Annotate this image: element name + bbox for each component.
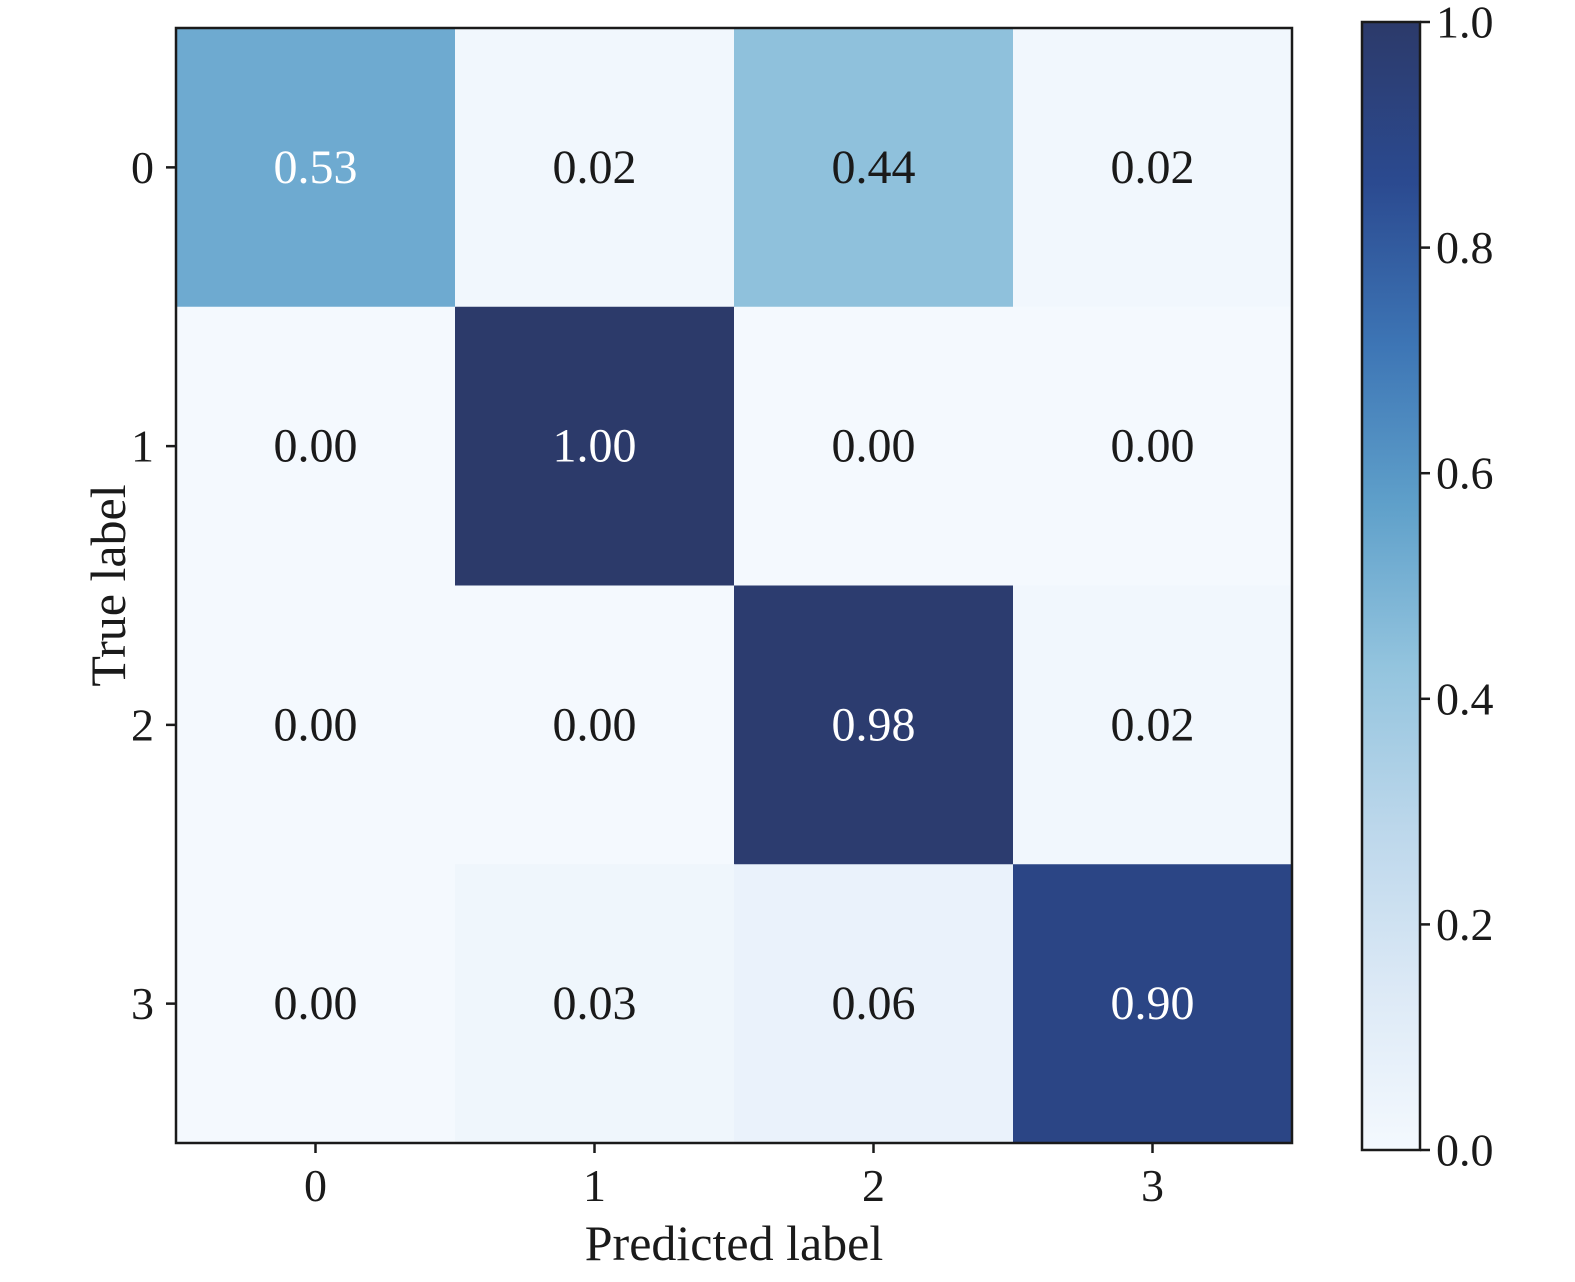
x-tick-label-0: 0 — [304, 1160, 327, 1211]
heatmap-cell-r0-c0 — [176, 28, 456, 308]
cell-value-r0-c0: 0.53 — [274, 141, 358, 194]
cell-value-r0-c3: 0.02 — [1111, 141, 1195, 194]
heatmap-cell-r2-c2 — [734, 585, 1014, 865]
heatmap-cell-r3-c2 — [734, 864, 1014, 1144]
heatmap-cell-r1-c1 — [455, 306, 735, 586]
cell-value-r0-c1: 0.02 — [553, 141, 637, 194]
y-axis-label: True label — [80, 484, 136, 686]
y-axis-ticks: 0 1 2 3 — [131, 142, 176, 1029]
x-tick-label-2: 2 — [862, 1160, 885, 1211]
heatmap-cell-r0-c3 — [1013, 28, 1293, 308]
cell-value-r1-c2: 0.00 — [832, 420, 916, 473]
plot-frame — [174, 26, 1294, 1145]
y-tick-label-3: 3 — [131, 978, 154, 1029]
cell-value-r3-c3: 0.90 — [1111, 977, 1195, 1030]
x-tick-label-3: 3 — [1141, 1160, 1164, 1211]
heatmap-cell-r0-c2 — [734, 28, 1014, 308]
heatmap-cell-r1-c0 — [176, 306, 456, 586]
cell-value-r1-c3: 0.00 — [1111, 420, 1195, 473]
y-tick-label-2: 2 — [131, 699, 154, 750]
cell-value-r3-c2: 0.06 — [832, 977, 916, 1030]
cell-value-r1-c0: 0.00 — [274, 420, 358, 473]
cell-value-r3-c1: 0.03 — [553, 977, 637, 1030]
x-axis-ticks: 0 1 2 3 — [304, 1143, 1164, 1211]
colorbar-tick-label-1: 0.2 — [1436, 899, 1494, 950]
heatmap-cell-r2-c0 — [176, 585, 456, 865]
heatmap-cells — [176, 28, 1293, 1144]
y-tick-label-1: 1 — [131, 421, 154, 472]
cell-value-r0-c2: 0.44 — [832, 141, 916, 194]
y-tick-label-0: 0 — [131, 142, 154, 193]
colorbar-ticks: 0.0 0.2 0.4 0.6 0.8 1.0 — [1420, 0, 1494, 1176]
colorbar-tick-label-4: 0.8 — [1436, 222, 1494, 273]
heatmap-cell-r1-c2 — [734, 306, 1014, 586]
colorbar — [1360, 20, 1422, 1152]
heatmap-cell-r3-c3 — [1013, 864, 1293, 1144]
heatmap-cell-r3-c1 — [455, 864, 735, 1144]
colorbar-tick-label-2: 0.4 — [1436, 673, 1494, 724]
cell-value-r2-c1: 0.00 — [553, 698, 637, 751]
heatmap-cell-r3-c0 — [176, 864, 456, 1144]
heatmap-cell-r1-c3 — [1013, 306, 1293, 586]
colorbar-tick-label-3: 0.6 — [1436, 448, 1494, 499]
heatmap-cell-r2-c3 — [1013, 585, 1293, 865]
x-axis-label: Predicted label — [585, 1215, 884, 1271]
cell-value-r2-c3: 0.02 — [1111, 698, 1195, 751]
cell-value-r3-c0: 0.00 — [274, 977, 358, 1030]
x-tick-label-1: 1 — [583, 1160, 606, 1211]
cell-value-r2-c2: 0.98 — [832, 698, 916, 751]
heatmap-cell-labels: 0.53 0.02 0.44 0.02 0.00 1.00 0.00 0.00 0.00 0.00… — [274, 141, 1195, 1030]
cell-value-r2-c0: 0.00 — [274, 698, 358, 751]
colorbar-tick-label-0: 0.0 — [1436, 1125, 1494, 1176]
colorbar-tick-label-5: 1.0 — [1436, 0, 1494, 48]
heatmap-cell-r0-c1 — [455, 28, 735, 308]
cell-value-r1-c1: 1.00 — [553, 420, 637, 473]
heatmap-cell-r2-c1 — [455, 585, 735, 865]
